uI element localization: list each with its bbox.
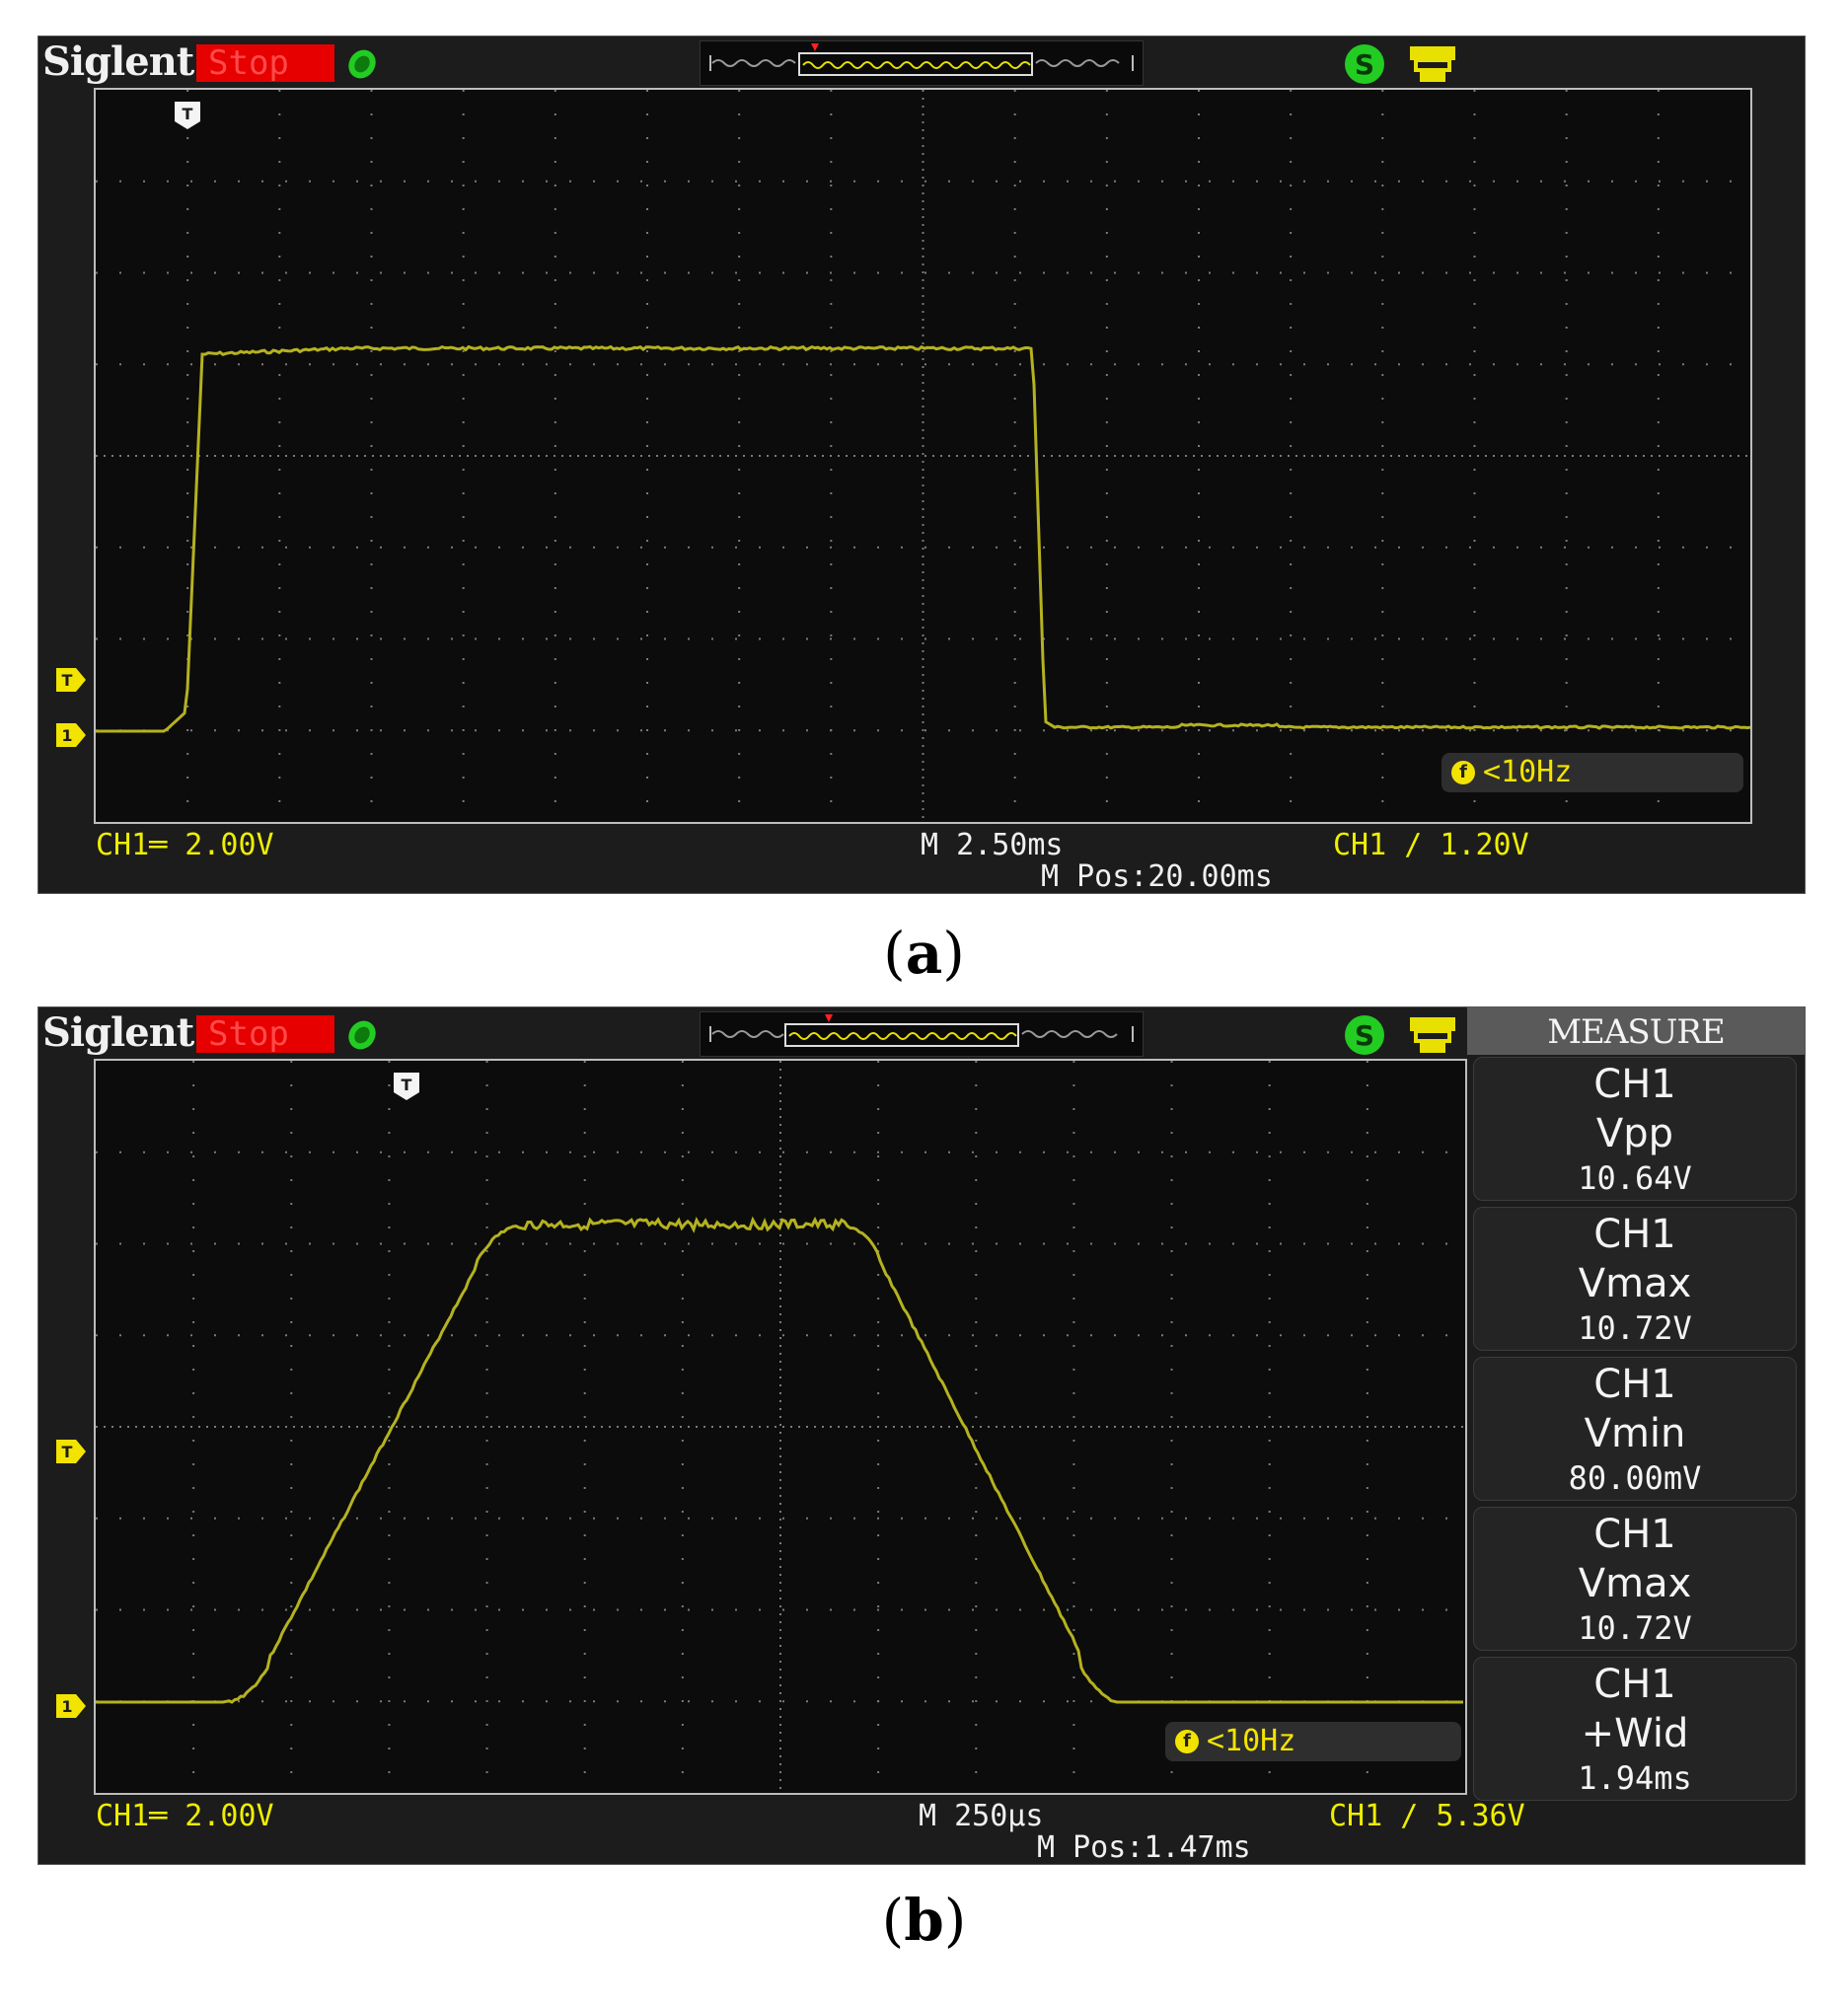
waveform-grid[interactable]: [94, 1059, 1467, 1795]
printer-icon: [1410, 1017, 1455, 1053]
svg-text:S: S: [1355, 48, 1374, 81]
trigger-setting: CH1 ∕ 5.36V: [1329, 1799, 1525, 1833]
caption-a: (a): [883, 920, 965, 987]
svg-text:T: T: [183, 105, 193, 123]
frequency-icon: f: [1451, 761, 1475, 784]
frequency-icon: f: [1175, 1730, 1199, 1753]
timebase: M 2.50ms: [921, 828, 1064, 862]
waveform-plot: [96, 1061, 1465, 1793]
trigger-setting: CH1 ∕ 1.20V: [1333, 828, 1529, 862]
frequency-readout: f <10Hz: [1165, 1722, 1461, 1761]
usb-icon: S: [1345, 1015, 1384, 1055]
svg-text:T: T: [62, 1443, 73, 1461]
memory-depth-bar: [700, 40, 1144, 86]
svg-text:S: S: [1355, 1019, 1374, 1052]
caption-b: (b): [881, 1887, 967, 1954]
measure-item[interactable]: CH1 Vmax 10.72V: [1473, 1207, 1797, 1351]
measure-item[interactable]: CH1 +Wid 1.94ms: [1473, 1657, 1797, 1801]
measure-panel: MEASURE CH1 Vpp 10.64V CH1 Vmax 10.72V C…: [1467, 1007, 1805, 1864]
run-icon: [348, 1020, 376, 1050]
waveform-trace-ch1: [96, 1216, 1463, 1704]
run-state-badge[interactable]: Stop: [196, 44, 334, 82]
channel-scale: CH1═ 2.00V: [96, 1799, 274, 1833]
memory-depth-bar: [700, 1011, 1144, 1057]
trigger-level-marker: T: [56, 1440, 86, 1463]
channel-scale: CH1═ 2.00V: [96, 828, 274, 862]
usb-icon: S: [1345, 44, 1384, 84]
waveform-trace-ch1: [96, 344, 1750, 733]
brand-logo: Siglent: [42, 38, 194, 85]
trigger-position-marker: T: [394, 1073, 419, 1100]
measure-item[interactable]: CH1 Vmin 80.00mV: [1473, 1357, 1797, 1501]
svg-text:1: 1: [61, 726, 72, 745]
horizontal-position: M Pos:20.00ms: [1041, 859, 1273, 894]
trigger-level-marker: T: [56, 668, 86, 692]
svg-text:T: T: [62, 671, 73, 690]
timebase: M 250μs: [919, 1799, 1044, 1833]
channel1-ground-marker: 1: [56, 1694, 86, 1718]
top-bar: Siglent Stop S: [38, 37, 1805, 88]
measure-item[interactable]: CH1 Vpp 10.64V: [1473, 1057, 1797, 1201]
frequency-readout: f <10Hz: [1441, 753, 1743, 792]
horizontal-position: M Pos:1.47ms: [1037, 1830, 1251, 1865]
trigger-position-marker: T: [175, 102, 200, 129]
run-icon: [348, 49, 376, 79]
printer-icon: [1410, 46, 1455, 82]
top-bar: Siglent Stop S: [38, 1007, 1805, 1059]
oscilloscope-screen-b: Siglent Stop S: [37, 1006, 1806, 1865]
measure-item[interactable]: CH1 Vmax 10.72V: [1473, 1507, 1797, 1651]
oscilloscope-screen-a: Siglent Stop S: [37, 36, 1806, 894]
waveform-grid[interactable]: [94, 88, 1752, 824]
run-state-badge[interactable]: Stop: [196, 1015, 334, 1053]
brand-logo: Siglent: [42, 1009, 194, 1056]
measure-title[interactable]: MEASURE: [1467, 1007, 1805, 1055]
waveform-plot: [96, 90, 1750, 822]
channel1-ground-marker: 1: [56, 723, 86, 747]
svg-text:T: T: [402, 1076, 412, 1094]
svg-text:1: 1: [61, 1697, 72, 1716]
